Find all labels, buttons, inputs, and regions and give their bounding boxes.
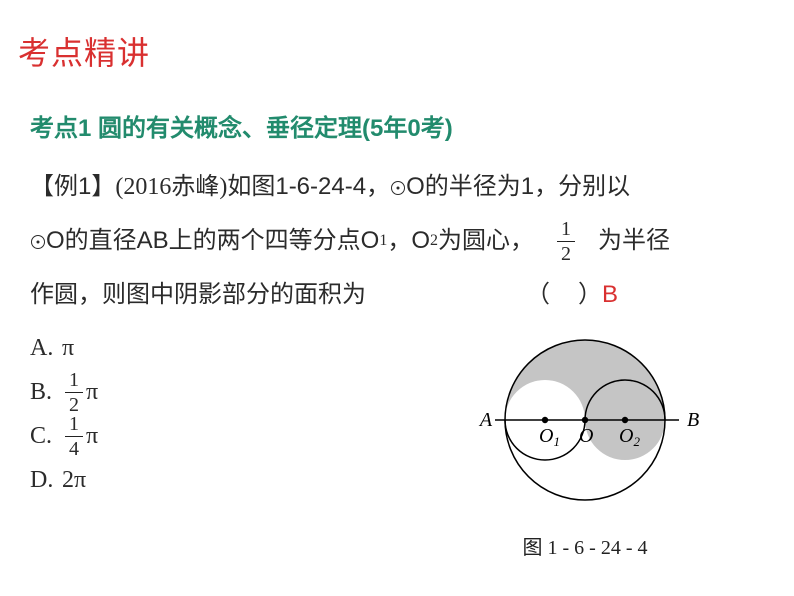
paren-left: （ [526,276,550,314]
label-a: A [478,409,493,431]
choice-letter-d: D. [30,461,62,499]
choice-d-content: 2π [62,461,86,499]
answer-mark: B [602,276,618,314]
page-title: 考点精讲 [18,28,150,74]
circle-o-symbol-2 [31,235,45,249]
choice-c-bar [65,436,83,437]
text-seg-2c: 为圆心， [438,222,534,260]
frac-num: 1 [557,219,575,239]
dot-o2 [622,417,628,423]
label-b: B [687,409,699,431]
half-fraction: 1 2 [557,219,575,264]
choice-b-den: 2 [65,395,83,415]
choice-c-num: 1 [65,414,83,434]
text-seg-2b: ，O [387,222,430,260]
label-o1: O1 [539,425,560,449]
dot-o1 [542,417,548,423]
choice-b-frac: 1 2 [65,370,83,415]
choice-c-suffix: π [86,417,98,455]
choice-letter-b: B. [30,373,62,411]
subheading: 考点1 圆的有关概念、垂径定理(5年0考) [30,108,453,143]
choice-a-content: π [62,329,74,367]
sub-2: 2 [430,228,438,254]
label-o: O [579,425,593,447]
frac-bar [557,241,575,242]
text-seg-3a: 作圆，则图中阴影部分的面积为 [30,276,366,314]
text-seg-1b: O的半径为1，分别以 [406,168,630,206]
choice-letter-c: C. [30,417,62,455]
paren-right: ） [578,276,602,314]
text-seg-2d: 为半径 [598,222,670,260]
text-seg-1a: 如图1-6-24-4， [227,168,390,206]
choice-letter-a: A. [30,329,62,367]
choice-c-den: 4 [65,439,83,459]
sub-1: 1 [379,228,387,254]
figure-svg: A B O1 O O2 [435,330,735,520]
source: (2016赤峰) [115,168,227,206]
example-prefix: 【例1】 [30,168,115,206]
problem-text: 【例1】 (2016赤峰) 如图1-6-24-4， O的半径为1，分别以 O的直… [30,160,770,322]
choice-c-frac: 1 4 [65,414,83,459]
choice-b-num: 1 [65,370,83,390]
dot-o [582,417,588,423]
choice-b-suffix: π [86,373,98,411]
figure-caption: 图 1 - 6 - 24 - 4 [430,531,740,560]
text-seg-2a: O的直径AB上的两个四等分点O [46,222,379,260]
choice-b-bar [65,392,83,393]
figure-area: A B O1 O O2 图 1 - 6 - 24 - 4 [430,330,740,560]
circle-o-symbol-1 [391,181,405,195]
frac-den: 2 [557,244,575,264]
